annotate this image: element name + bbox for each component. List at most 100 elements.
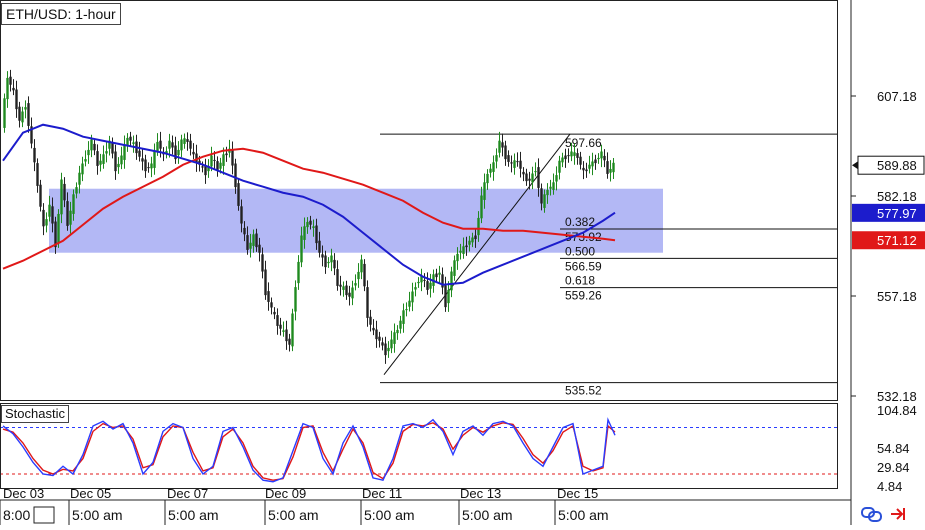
candle-body [324,255,327,268]
stoch-tick-label: 29.84 [877,460,910,475]
candle-body [330,255,333,263]
candle-body [414,287,417,290]
candle-body [183,138,186,144]
candle-body [240,206,243,224]
candle-body [69,210,72,225]
candle-body [531,173,534,183]
candle-body [411,291,414,303]
candle-body [285,329,288,342]
candle-body [390,339,393,349]
ma-fast-value: 577.97 [877,206,917,221]
candle-body [213,159,216,161]
candle-body [114,151,117,172]
candle-body [138,150,141,157]
candle-body [417,281,420,284]
candle-body [90,139,93,151]
candle-body [150,163,153,169]
time-label: 8:00 [3,507,30,523]
candle-body [21,111,24,123]
candle-body [18,106,21,121]
candle-body [405,309,408,311]
candle-body [111,142,114,154]
candle-body [117,163,120,168]
candle-body [3,98,6,128]
candle-body [483,182,486,200]
candle-body [468,240,471,245]
candle-body [108,140,111,149]
candle-body [42,209,45,227]
candle-body [147,167,150,169]
candle-body [441,274,444,288]
candle-body [246,235,249,250]
candle-body [501,142,504,148]
candle-body [612,162,615,173]
candle-body [462,246,465,254]
candle-body [96,151,99,166]
candle-body [315,225,318,244]
fib-low-label: 535.52 [565,384,602,398]
candle-body [249,242,252,249]
candle-body [78,172,81,185]
candle-body [423,279,426,281]
candle-body [363,263,366,287]
candle-body [27,103,30,126]
stoch-tick-label: 104.84 [877,403,917,418]
candle-body [450,271,453,291]
candle-body [369,316,372,325]
candle-body [543,194,546,208]
candle-body [174,145,177,160]
candle-body [306,221,309,228]
price-tick-label: 607.18 [877,89,917,104]
candle-body [216,161,219,170]
link-icon-ring-b [868,511,882,522]
arrow-icon-shaft [891,508,904,520]
candle-body [159,140,162,149]
arrow-right-icon[interactable] [891,508,905,520]
candle-body [282,330,285,332]
candle-body [180,139,183,151]
candle-body [75,187,78,194]
candle-body [399,320,402,329]
link-icon[interactable] [861,507,882,522]
candle-body [186,139,189,142]
candle-body [564,155,567,160]
price-tick-label: 557.18 [877,289,917,304]
candle-body [348,292,351,297]
candle-body [291,313,294,347]
candle-body [525,173,528,182]
candle-body [420,275,423,283]
time-label: 5:00 am [558,507,609,523]
candle-body [201,166,204,168]
current-price-pointer [852,161,858,170]
moving-average-fast-line [2,123,616,286]
candle-body [129,136,132,141]
candle-body [459,250,462,253]
candle-body [81,163,84,175]
candle-body [342,286,345,290]
ma-slow-value: 571.12 [877,233,917,248]
candle-body [489,168,492,173]
time-cursor-box[interactable] [33,506,55,524]
candle-body [255,233,258,248]
candle-body [252,234,255,246]
candle-body [24,107,27,110]
candle-body [552,182,555,190]
candle-body [465,245,468,248]
candle-body [528,178,531,181]
candle-body [534,171,537,173]
candle-body [177,149,180,156]
candle-body [279,324,282,329]
candle-body [102,154,105,164]
fib-trendline [383,133,571,375]
fib-ratio-label: 0.618 [565,274,595,288]
candle-body [120,155,123,165]
candle-body [36,163,39,186]
candle-body [45,219,48,226]
candle-body [189,140,192,149]
candle-body [66,201,69,226]
date-label: Dec 15 [557,486,598,501]
candle-body [561,157,564,163]
candle-body [336,269,339,286]
